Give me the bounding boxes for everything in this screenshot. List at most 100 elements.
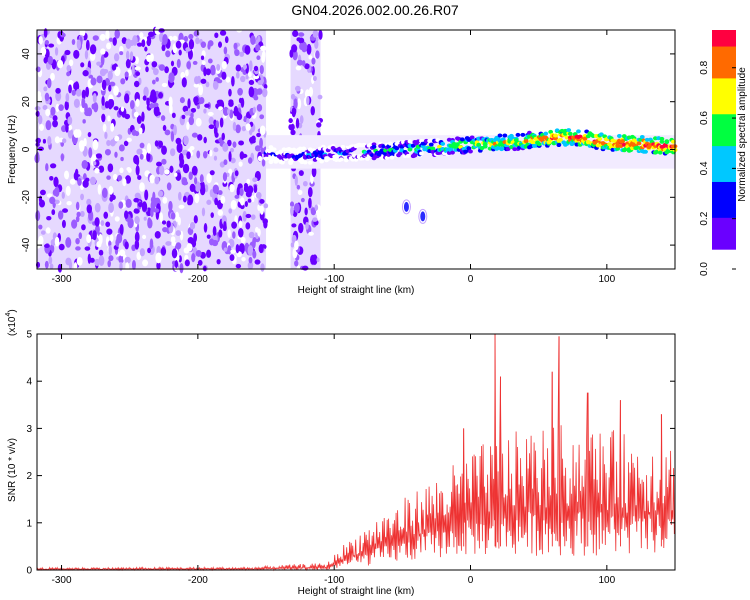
colorbar-segment [712, 169, 736, 174]
noise-speck [238, 161, 243, 167]
noise-speck [155, 77, 159, 82]
noise-speck [259, 199, 265, 204]
colorbar-segment [712, 181, 736, 186]
noise-speck [94, 202, 101, 213]
noise-speck [184, 110, 190, 116]
noise-speck [127, 167, 132, 173]
noise-speck [200, 41, 207, 48]
noise-speck [176, 142, 183, 153]
noise-speck [197, 259, 203, 266]
colorbar-segment [712, 173, 736, 178]
noise-speck [234, 49, 240, 57]
noise-speck [48, 256, 53, 265]
noise-speck [259, 137, 263, 149]
noise-speck [114, 29, 121, 39]
snr-x-tick-label: -100 [324, 575, 344, 586]
noise-speck [43, 56, 49, 64]
spectrogram-x-tick-label: -300 [52, 274, 72, 285]
noise-speck [94, 224, 100, 234]
noise-speck [217, 209, 224, 216]
signal-cell [468, 149, 473, 154]
colorbar-segment [712, 201, 736, 206]
noise-speck [38, 224, 43, 230]
noise-speck [76, 256, 83, 266]
noise-speck [235, 263, 242, 269]
noise-speck [247, 157, 253, 164]
noise-speck [153, 68, 159, 76]
noise-speck [55, 103, 60, 113]
noise-speck [170, 60, 175, 67]
noise-speck [314, 39, 319, 50]
signal-cell [582, 136, 588, 141]
noise-speck [109, 99, 115, 108]
noise-speck [57, 59, 64, 69]
noise-speck [44, 40, 50, 45]
noise-speck [308, 197, 312, 209]
noise-speck [123, 140, 129, 147]
noise-speck [87, 132, 92, 138]
isolated-feature-halo [418, 208, 428, 224]
noise-speck [106, 175, 111, 180]
noise-speck [164, 168, 170, 175]
noise-speck [251, 195, 255, 203]
noise-speck [91, 103, 96, 110]
noise-speck [156, 261, 161, 270]
noise-speck [188, 33, 194, 40]
noise-speck [109, 139, 116, 147]
noise-speck [173, 124, 177, 136]
noise-speck [218, 41, 223, 48]
noise-speck [186, 61, 192, 70]
noise-speck [158, 140, 164, 148]
noise-speck [50, 72, 55, 81]
noise-speck [76, 211, 81, 218]
noise-speck [65, 237, 72, 248]
noise-speck [75, 246, 81, 251]
noise-speck [252, 250, 257, 259]
noise-speck [160, 115, 166, 122]
noise-speck [157, 190, 164, 197]
signal-cell [394, 146, 400, 151]
noise-speck [248, 86, 255, 98]
colorbar-segment [712, 257, 736, 262]
snr-chart: -300 -200 -100 0 100 0 1 2 3 4 5 Height of straigh… [5, 309, 676, 597]
signal-cell [615, 146, 621, 151]
noise-speck [88, 147, 93, 159]
noise-speck [40, 230, 46, 235]
noise-speck [135, 71, 141, 77]
noise-speck [259, 114, 265, 120]
noise-speck [246, 186, 253, 197]
noise-speck [81, 159, 88, 169]
noise-speck [40, 189, 46, 196]
snr-scale-label: (x104) [5, 309, 18, 336]
noise-speck [234, 170, 239, 177]
noise-speck [310, 174, 314, 185]
snr-axes: -300 -200 -100 0 100 0 1 2 3 4 5 [26, 330, 675, 586]
colorbar-segment [712, 45, 736, 51]
noise-speck [136, 148, 143, 155]
noise-speck [49, 263, 54, 270]
noise-speck [162, 34, 168, 46]
colorbar-segment [712, 253, 736, 258]
noise-speck [181, 114, 186, 120]
noise-speck [295, 118, 300, 129]
noise-speck [241, 126, 247, 132]
noise-speck [136, 115, 142, 124]
noise-speck [45, 120, 52, 131]
noise-speck [164, 129, 171, 136]
noise-speck [193, 176, 198, 185]
colorbar-segment [712, 65, 736, 71]
noise-speck [181, 77, 187, 88]
noise-speck [229, 184, 235, 193]
noise-speck [113, 53, 120, 62]
noise-speck [316, 209, 323, 217]
noise-speck [133, 197, 140, 203]
noise-speck [206, 173, 212, 184]
noise-speck [242, 64, 247, 70]
noise-speck [164, 66, 169, 74]
noise-speck [141, 39, 146, 48]
snr-scale-prefix: (x10 [7, 316, 18, 336]
noise-speck [223, 220, 227, 231]
noise-speck [304, 207, 308, 216]
snr-y-tick-label: 0 [26, 566, 32, 577]
